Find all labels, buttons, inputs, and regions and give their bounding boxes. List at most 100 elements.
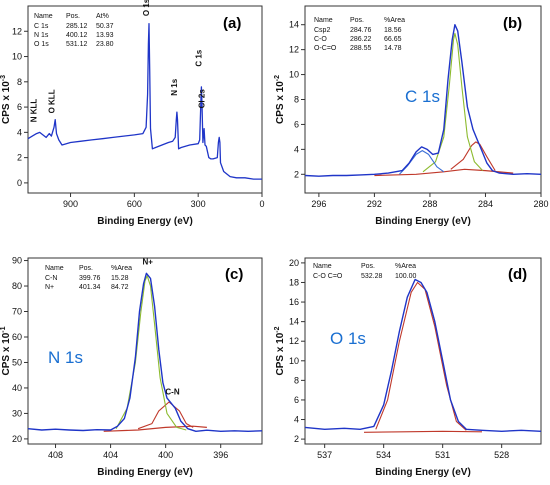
peak-table-header: %Area	[111, 265, 132, 272]
panel-a: 900 600 300 0 0 2 4 6 8 10 12 Binding Energy (eV) CP…	[0, 0, 265, 227]
peak-label: C 1s	[194, 49, 203, 66]
peak-table-cell: 23.80	[96, 41, 114, 48]
peak-table-header: At%	[96, 13, 109, 20]
peak-label: N 1s	[170, 78, 179, 95]
panel-c: 408 404 400 396 20 30 40 50 60 70 80 90 Binding Ener…	[0, 256, 263, 478]
x-axis-label: Binding Energy (eV)	[97, 216, 193, 227]
x-tick-label: 288	[422, 199, 437, 209]
peak-table-cell: Csp2	[314, 27, 330, 34]
x-tick-label: 292	[367, 199, 382, 209]
y-tick-label: 10	[289, 70, 299, 80]
peak-table-cell: 531.12	[66, 41, 88, 48]
series-line-N+	[115, 275, 187, 431]
series-line-O-C=O	[399, 150, 445, 175]
x-tick-label: 537	[317, 450, 332, 460]
panel-label: (d)	[508, 266, 527, 283]
panel-b: 296 292 288 284 280 2 4 6 8 10 12 14 Binding Energy …	[274, 5, 549, 227]
peak-table-cell: 18.56	[384, 27, 402, 34]
panel-label: (a)	[223, 15, 241, 32]
peak-table-cell: C-O	[314, 36, 327, 43]
y-tick-label: 0	[17, 178, 22, 188]
plot-frame	[304, 257, 542, 445]
peak-table-header: Name	[313, 263, 332, 270]
y-tick-label: 14	[289, 20, 299, 30]
peak-table-cell: 400.12	[66, 32, 88, 39]
spectrum-title: N 1s	[48, 348, 83, 367]
y-axis-label: CPS x 10-2	[274, 326, 286, 375]
x-tick-label: 300	[191, 199, 206, 209]
peak-table-header: Pos.	[361, 263, 375, 270]
peak-table-header: Name	[34, 13, 53, 20]
x-axis-label: Binding Energy (eV)	[375, 467, 471, 478]
y-tick-label: 2	[294, 169, 299, 179]
peak-table-cell: 285.12	[66, 23, 88, 30]
y-tick-label: 80	[12, 281, 22, 291]
x-tick-label: 396	[213, 450, 228, 460]
x-tick-label: 534	[376, 450, 391, 460]
peak-table-cell: O 1s	[34, 41, 49, 48]
peak-table-cell: N+	[45, 284, 54, 291]
plot-frame	[27, 5, 263, 194]
peak-table-cell: 100.00	[395, 273, 417, 280]
y-tick-label: 18	[289, 277, 299, 287]
y-tick-label: 2	[294, 434, 299, 444]
series-line-background	[103, 425, 207, 432]
peak-table-header: Pos.	[66, 13, 80, 20]
peak-table-cell: O-C=O	[314, 45, 337, 52]
y-tick-label: 12	[12, 26, 22, 36]
peak-label: C-N	[165, 387, 179, 396]
spectrum-title: O 1s	[330, 329, 366, 348]
peak-table-cell: 84.72	[111, 284, 129, 291]
y-tick-label: 60	[12, 332, 22, 342]
peak-table-cell: C 1s	[34, 23, 49, 30]
y-axis-label: CPS x 10-1	[0, 326, 12, 375]
y-tick-label: 70	[12, 307, 22, 317]
x-tick-label: 528	[494, 450, 509, 460]
series-line-C-N	[137, 401, 194, 430]
y-tick-label: 10	[289, 356, 299, 366]
peak-label: O 1s	[142, 0, 151, 16]
peak-table: Name Pos. %Area C-N 399.76 15.28 N+ 401.34 84.72	[45, 265, 132, 291]
peak-table-cell: 14.78	[384, 45, 402, 52]
x-tick-label: 531	[435, 450, 450, 460]
x-tick-label: 280	[533, 199, 548, 209]
y-tick-label: 40	[12, 383, 22, 393]
x-axis-label: Binding Energy (eV)	[97, 467, 193, 478]
x-tick-label: 404	[103, 450, 118, 460]
x-tick-label: 400	[158, 450, 173, 460]
spectrum-title: C 1s	[405, 87, 440, 106]
x-tick-label: 0	[259, 199, 264, 209]
series-line-Csp2	[450, 141, 496, 171]
y-tick-label: 90	[12, 256, 22, 266]
peak-table-cell: 66.65	[384, 36, 402, 43]
panel-d: 537 534 531 528 2 4 6 8 10 12 14 16 18 20 Binding Ener…	[274, 257, 542, 478]
x-axis-label: Binding Energy (eV)	[375, 216, 471, 227]
peak-table-cell: C-O C=O	[313, 273, 343, 280]
peak-label: O KLL	[48, 89, 57, 113]
peak-table-cell: 13.93	[96, 32, 114, 39]
y-axis-label: CPS x 10-3	[0, 75, 12, 124]
peak-table-cell: C-N	[45, 275, 57, 282]
panel-label: (c)	[225, 266, 243, 283]
peak-table-header: Pos.	[350, 17, 364, 24]
peak-table-cell: 401.34	[79, 284, 101, 291]
y-tick-label: 20	[12, 434, 22, 444]
y-tick-label: 30	[12, 408, 22, 418]
peak-table-header: Pos.	[79, 265, 93, 272]
series-line-background	[374, 168, 514, 177]
peak-label: N+	[143, 257, 154, 266]
y-tick-label: 6	[294, 119, 299, 129]
peak-table-cell: 532.28	[361, 273, 383, 280]
x-tick-label: 900	[63, 199, 78, 209]
y-tick-label: 50	[12, 357, 22, 367]
y-tick-label: 16	[289, 297, 299, 307]
series-line-fit	[375, 281, 467, 431]
y-tick-label: 12	[289, 336, 299, 346]
peak-table: Name Pos. %Area C-O C=O 532.28 100.00	[313, 263, 417, 280]
y-tick-label: 12	[289, 45, 299, 55]
series-line-background	[363, 430, 483, 433]
y-tick-label: 6	[294, 395, 299, 405]
peak-table-cell: N 1s	[34, 32, 49, 39]
peak-label: Cl 2s	[198, 89, 207, 109]
peak-table-header: %Area	[384, 17, 405, 24]
